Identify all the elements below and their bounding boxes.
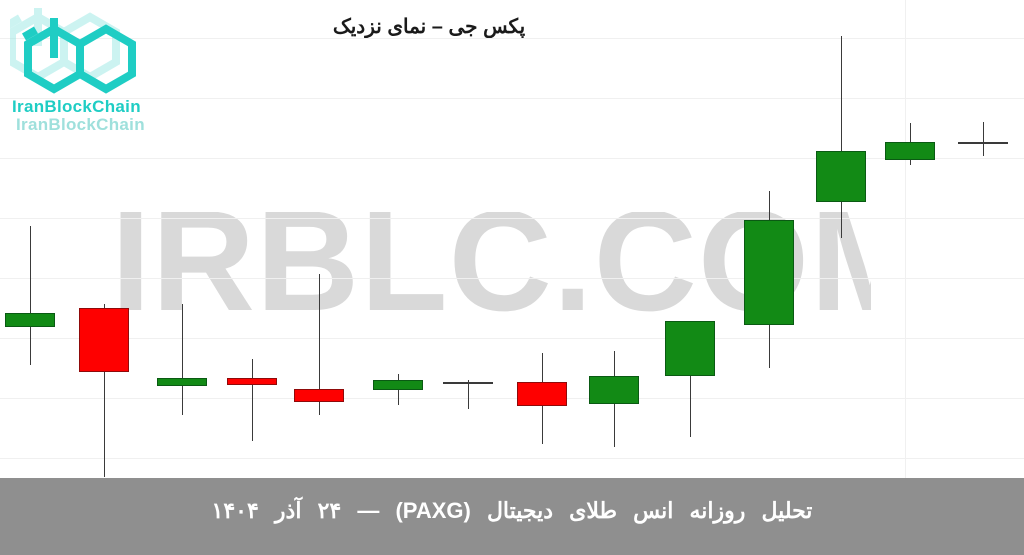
svg-text:IranBlockChain: IranBlockChain	[16, 115, 145, 134]
svg-text:IranBlockChain: IranBlockChain	[12, 97, 141, 116]
